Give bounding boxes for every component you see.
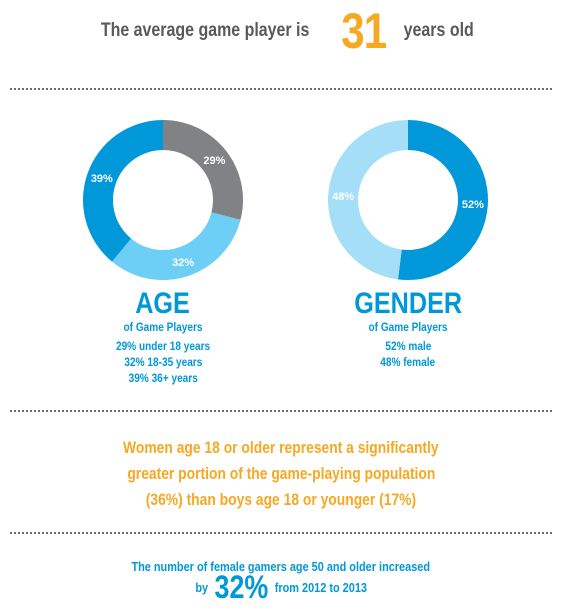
headline-number: 31 [340, 3, 387, 59]
gender-legend-line: 48% female [380, 355, 436, 369]
female-50-stat-line2: by 32% from 2012 to 2013 [20, 571, 542, 603]
age-legend-line: 39% 36+ years [128, 371, 198, 385]
divider-bottom [10, 532, 552, 534]
age-slice-under-18-years [163, 120, 243, 220]
women-stat-line: greater portion of the game-playing popu… [126, 465, 436, 483]
gender-slice-label: 48% [332, 191, 354, 203]
female-50-stat-line: The number of female gamers age 50 and o… [131, 559, 431, 574]
age-legend-line: 32% 18-35 years [124, 355, 202, 369]
age-slice-36-years [83, 120, 163, 262]
age-slice-label: 39% [91, 173, 113, 185]
divider-top [10, 88, 552, 90]
gender-donut-chart: 52% 48% [327, 120, 488, 280]
age-donut-chart: 29% 32% 39% [83, 120, 243, 280]
divider-middle [10, 410, 552, 412]
women-stat-line: (36%) than boys age 18 or younger (17%) [145, 491, 417, 509]
gender-subtitle: of Game Players [368, 320, 448, 334]
headline-prefix: The average game player is [101, 20, 310, 41]
women-stat: Women age 18 or older represent a signif… [40, 435, 522, 513]
gender-legend: 52% male 48% female [308, 338, 508, 370]
female-50-prefix: by [195, 580, 208, 595]
age-title: AGE [135, 287, 191, 320]
headline: The average game player is 31 years old [0, 0, 562, 62]
female-50-stat: The number of female gamers age 50 and o… [20, 557, 542, 603]
gender-title: GENDER [354, 287, 462, 320]
headline-suffix: years old [403, 20, 474, 41]
age-subtitle: of Game Players [123, 320, 203, 334]
gender-slice-male [397, 120, 488, 280]
women-stat-line: Women age 18 or older represent a signif… [123, 439, 439, 457]
age-slice-label: 29% [203, 155, 225, 167]
age-slice-18-35-years [112, 212, 241, 280]
age-legend-line: 29% under 18 years [115, 339, 211, 353]
age-legend: 29% under 18 years 32% 18-35 years 39% 3… [63, 338, 263, 386]
female-50-number: 32% [214, 569, 269, 605]
age-slice-label: 32% [172, 257, 194, 269]
gender-legend-line: 52% male [385, 339, 431, 353]
gender-slice-label: 52% [462, 199, 484, 211]
female-50-suffix: from 2012 to 2013 [274, 580, 367, 595]
gender-slice-female [327, 120, 408, 280]
